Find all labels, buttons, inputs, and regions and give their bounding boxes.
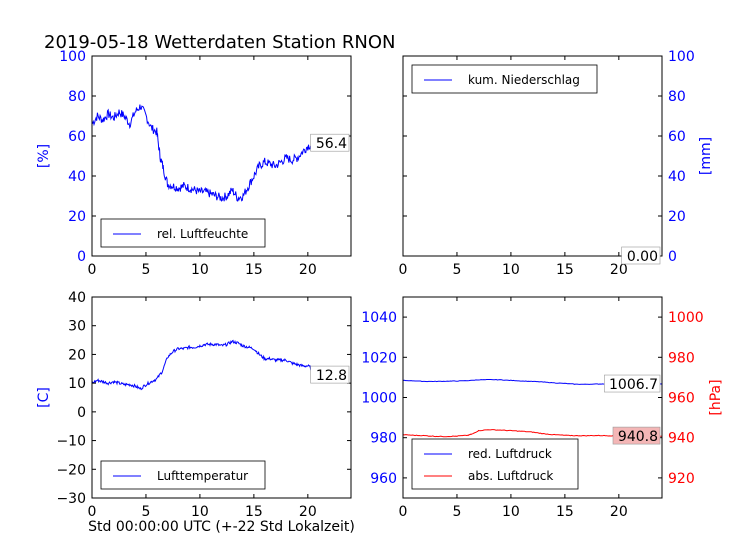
y-tick-label: 60 xyxy=(668,129,686,145)
y-tick-label: 20 xyxy=(68,209,86,225)
x-tick-label: 20 xyxy=(299,262,317,278)
x-tick-label: 20 xyxy=(299,504,317,520)
x-axis-label: Std 00:00:00 UTC (+-22 Std Lokalzeit) xyxy=(88,519,355,535)
last-value-label: 12.8 xyxy=(316,368,347,384)
last-value-right-label: 940.8 xyxy=(618,429,658,445)
y-right-axis-label: [hPa] xyxy=(708,379,724,415)
plot-frame xyxy=(91,55,352,257)
series-line-humidity-0 xyxy=(92,104,347,202)
y-tick-label: 1040 xyxy=(361,310,397,326)
y-right-tick-label: 1000 xyxy=(668,310,704,326)
panel-humidity: 0 5 10 15 20 0 20 40 60 80 100 [%] 56.4 rel. Luftfeuc… xyxy=(36,49,352,278)
y-tick-label: 10 xyxy=(68,376,86,392)
figure-title: 2019-05-18 Wetterdaten Station RNON xyxy=(44,32,395,53)
x-tick-label: 20 xyxy=(610,504,628,520)
y-tick-label: 0 xyxy=(668,249,677,265)
x-tick-label: 5 xyxy=(452,262,461,278)
series-line-temperature-0 xyxy=(92,339,346,391)
y-right-tick-label: 980 xyxy=(668,350,695,366)
legend-box xyxy=(100,218,266,248)
y-axis-label: [C] xyxy=(36,387,52,408)
y-tick-label: 40 xyxy=(668,169,686,185)
y-right-tick-label: 960 xyxy=(668,391,695,407)
x-tick-label: 5 xyxy=(452,504,461,520)
last-value-label-box xyxy=(310,365,350,384)
y-tick-label: 40 xyxy=(68,169,86,185)
x-tick-label: 0 xyxy=(399,262,408,278)
y-tick-label: 1000 xyxy=(361,391,397,407)
x-tick-label: 15 xyxy=(556,262,574,278)
y-tick-label: 30 xyxy=(68,319,86,335)
y-tick-label: 20 xyxy=(668,209,686,225)
legend-label: kum. Niederschlag xyxy=(468,73,580,87)
y-tick-label: 1020 xyxy=(361,350,397,366)
y-right-tick-label: 940 xyxy=(668,431,695,447)
panel-temperature: 0 5 10 15 20 −30 −20 −10 0 10 20 30 40 [C] Std 00:00:0… xyxy=(36,290,355,535)
panel-precip: 0 5 10 15 20 0 20 40 60 80 100 [mm] 0.00 kum. Nieders… xyxy=(399,49,714,278)
x-tick-label: 20 xyxy=(610,262,628,278)
y-tick-label: 0 xyxy=(77,405,86,421)
x-tick-label: 10 xyxy=(191,262,209,278)
last-value-label: 56.4 xyxy=(316,136,347,152)
last-value-label: 1006.7 xyxy=(609,377,658,393)
last-value-label-box xyxy=(604,374,661,393)
panel-pressure: 0 5 10 15 20 960 980 1000 1020 1040 920 940 960 980 10… xyxy=(361,296,724,520)
plot-frame xyxy=(402,55,663,257)
y-tick-label: −20 xyxy=(56,462,86,478)
y-tick-label: −30 xyxy=(56,491,86,507)
y-right-tick-label: 920 xyxy=(668,471,695,487)
x-tick-label: 10 xyxy=(502,504,520,520)
last-value-label-box xyxy=(621,246,661,265)
x-tick-label: 0 xyxy=(88,504,97,520)
last-value-right-label-box xyxy=(612,426,661,445)
legend-box xyxy=(411,438,579,490)
legend-box xyxy=(100,460,266,490)
x-tick-label: 10 xyxy=(502,262,520,278)
x-tick-label: 15 xyxy=(245,262,263,278)
legend-label: abs. Luftdruck xyxy=(468,469,553,483)
y-tick-label: 20 xyxy=(68,347,86,363)
y-tick-label: 0 xyxy=(77,249,86,265)
x-tick-label: 0 xyxy=(88,262,97,278)
x-tick-label: 5 xyxy=(141,262,150,278)
last-value-label-box xyxy=(310,133,350,152)
y-tick-label: 100 xyxy=(668,49,695,65)
legend-label: red. Luftdruck xyxy=(468,447,552,461)
x-tick-label: 0 xyxy=(399,504,408,520)
y-tick-label: 80 xyxy=(668,89,686,105)
legend-label: Lufttemperatur xyxy=(157,469,248,483)
x-tick-label: 10 xyxy=(191,504,209,520)
y-tick-label: 100 xyxy=(59,49,86,65)
y-tick-label: 80 xyxy=(68,89,86,105)
y-tick-label: 960 xyxy=(370,471,397,487)
y-axis-label: [mm] xyxy=(698,137,714,175)
x-tick-label: 5 xyxy=(141,504,150,520)
y-axis-label: [%] xyxy=(36,144,52,168)
legend: Lufttemperatur xyxy=(100,460,266,490)
x-tick-label: 15 xyxy=(245,504,263,520)
legend: kum. Niederschlag xyxy=(411,64,598,94)
last-value-label: 0.00 xyxy=(627,249,658,265)
y-tick-label: 60 xyxy=(68,129,86,145)
x-tick-label: 15 xyxy=(556,504,574,520)
legend: red. Luftdruck abs. Luftdruck xyxy=(411,438,579,490)
y-tick-label: 40 xyxy=(68,290,86,306)
plot-frame xyxy=(91,296,352,499)
y-tick-label: 980 xyxy=(370,431,397,447)
legend-label: rel. Luftfeuchte xyxy=(157,227,248,241)
y-tick-label: −10 xyxy=(56,434,86,450)
legend: rel. Luftfeuchte xyxy=(100,218,266,248)
legend-box xyxy=(411,64,598,94)
